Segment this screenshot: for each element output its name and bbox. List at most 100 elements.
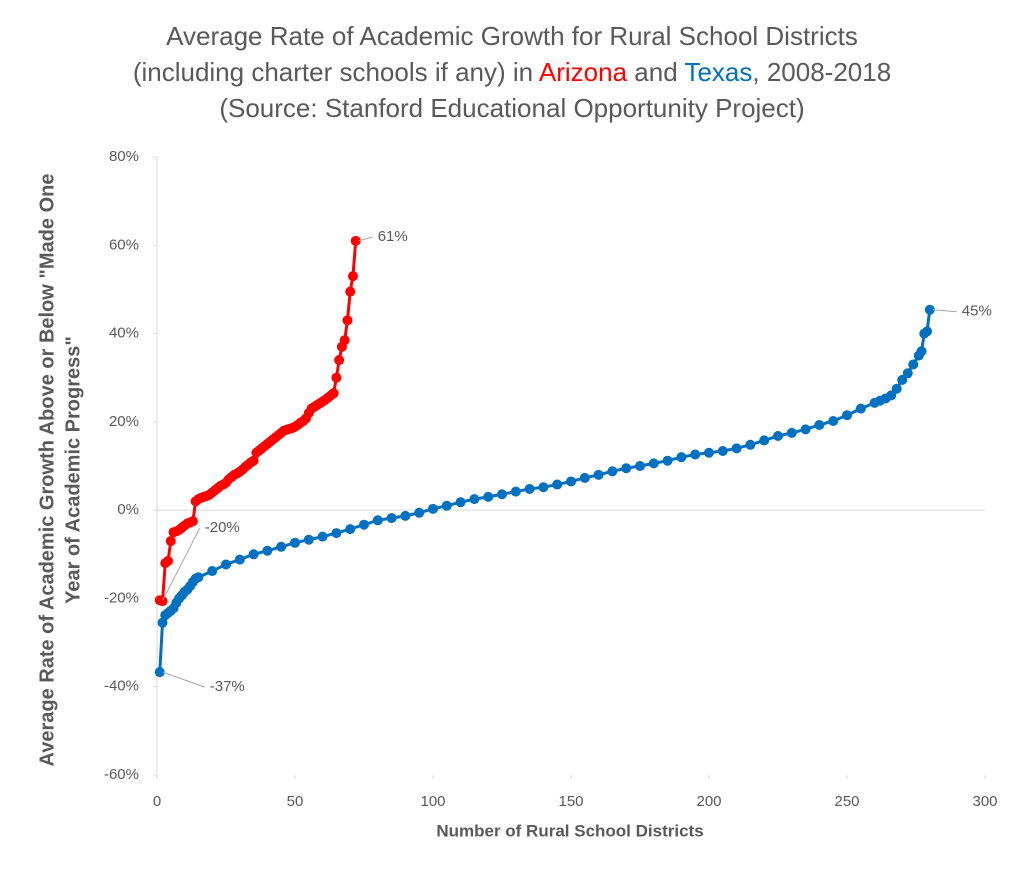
point	[154, 667, 165, 678]
x-tick-label: 250	[834, 793, 859, 810]
point	[234, 554, 245, 565]
point	[510, 486, 521, 497]
point	[441, 500, 452, 511]
x-axis-title: Number of Rural School Districts	[436, 821, 703, 840]
point	[334, 355, 345, 366]
point	[908, 359, 919, 370]
point	[187, 516, 198, 527]
y-tick-label: 20%	[109, 413, 139, 430]
point	[317, 531, 328, 542]
point	[345, 286, 356, 297]
point	[497, 489, 507, 500]
point	[276, 541, 287, 552]
x-tick-label: 100	[420, 793, 445, 810]
y-tick-label: 80%	[109, 148, 139, 165]
point	[339, 335, 350, 346]
y-tick-label: 60%	[109, 236, 139, 253]
point	[593, 469, 604, 480]
title-text: , 2008-2018 (Source: Stanford Educationa…	[219, 57, 892, 123]
y-axis-title: Average Rate of Academic Growth Above or…	[36, 174, 84, 767]
label-leader	[162, 527, 201, 601]
point	[262, 545, 273, 556]
point	[455, 497, 466, 508]
point	[786, 427, 797, 438]
label-leader	[358, 236, 373, 242]
point	[157, 617, 168, 628]
point	[359, 519, 369, 530]
point	[773, 430, 783, 441]
point	[566, 476, 576, 487]
point	[347, 271, 358, 282]
point	[331, 528, 342, 539]
point	[648, 458, 659, 469]
label-leader	[162, 671, 205, 688]
data-label: -37%	[210, 678, 245, 695]
point	[345, 524, 356, 535]
point	[157, 596, 168, 607]
x-tick-label: 300	[972, 793, 997, 810]
point	[538, 482, 549, 493]
point	[759, 435, 770, 446]
point	[902, 368, 913, 379]
point	[704, 447, 714, 458]
point	[414, 507, 425, 518]
point	[303, 534, 314, 545]
label-leader	[932, 309, 957, 313]
title-series-name: Arizona	[538, 57, 628, 87]
point	[428, 503, 438, 514]
point	[635, 461, 645, 471]
point	[342, 315, 353, 326]
y-tick-label: 40%	[109, 325, 139, 342]
point	[607, 466, 618, 477]
point	[828, 415, 839, 426]
point	[221, 559, 231, 570]
point	[165, 536, 176, 547]
data-label: -20%	[205, 519, 240, 536]
point	[248, 549, 259, 560]
point	[372, 515, 383, 526]
x-tick-label: 50	[287, 793, 304, 810]
point	[163, 555, 174, 566]
y-tick-label: -40%	[104, 678, 139, 695]
point	[690, 449, 701, 460]
point	[855, 403, 866, 414]
data-label: 45%	[962, 303, 992, 320]
series-line	[159, 240, 358, 604]
point	[922, 326, 933, 337]
y-axis-title-line: Year of Academic Progress"	[62, 336, 84, 604]
y-axis-title-line: Average Rate of Academic Growth Above or…	[36, 174, 58, 767]
y-tick-label: -60%	[104, 766, 139, 783]
point	[524, 483, 535, 494]
point	[193, 572, 204, 583]
point	[924, 304, 935, 315]
point	[400, 510, 411, 521]
point	[886, 390, 897, 401]
x-tick-label: 0	[153, 793, 161, 810]
data-label: 61%	[378, 228, 408, 245]
y-tick-label: 0%	[117, 501, 139, 518]
point	[800, 424, 811, 435]
point	[814, 419, 825, 430]
point	[717, 445, 728, 456]
title-text: Average Rate of Academic Growth for Rura…	[132, 21, 858, 87]
point	[916, 346, 927, 357]
point	[207, 566, 218, 577]
point	[745, 439, 756, 450]
point	[676, 452, 687, 463]
title-series-name: Texas	[684, 57, 753, 87]
point	[350, 235, 361, 246]
point	[662, 455, 673, 466]
point	[331, 372, 342, 383]
x-tick-label: 200	[696, 793, 721, 810]
point	[469, 494, 480, 505]
point	[248, 455, 259, 466]
point	[290, 537, 300, 548]
point	[891, 383, 902, 394]
point	[328, 388, 339, 399]
point	[621, 463, 632, 474]
point	[579, 472, 590, 483]
title-text: and	[634, 57, 678, 87]
point	[897, 374, 908, 385]
